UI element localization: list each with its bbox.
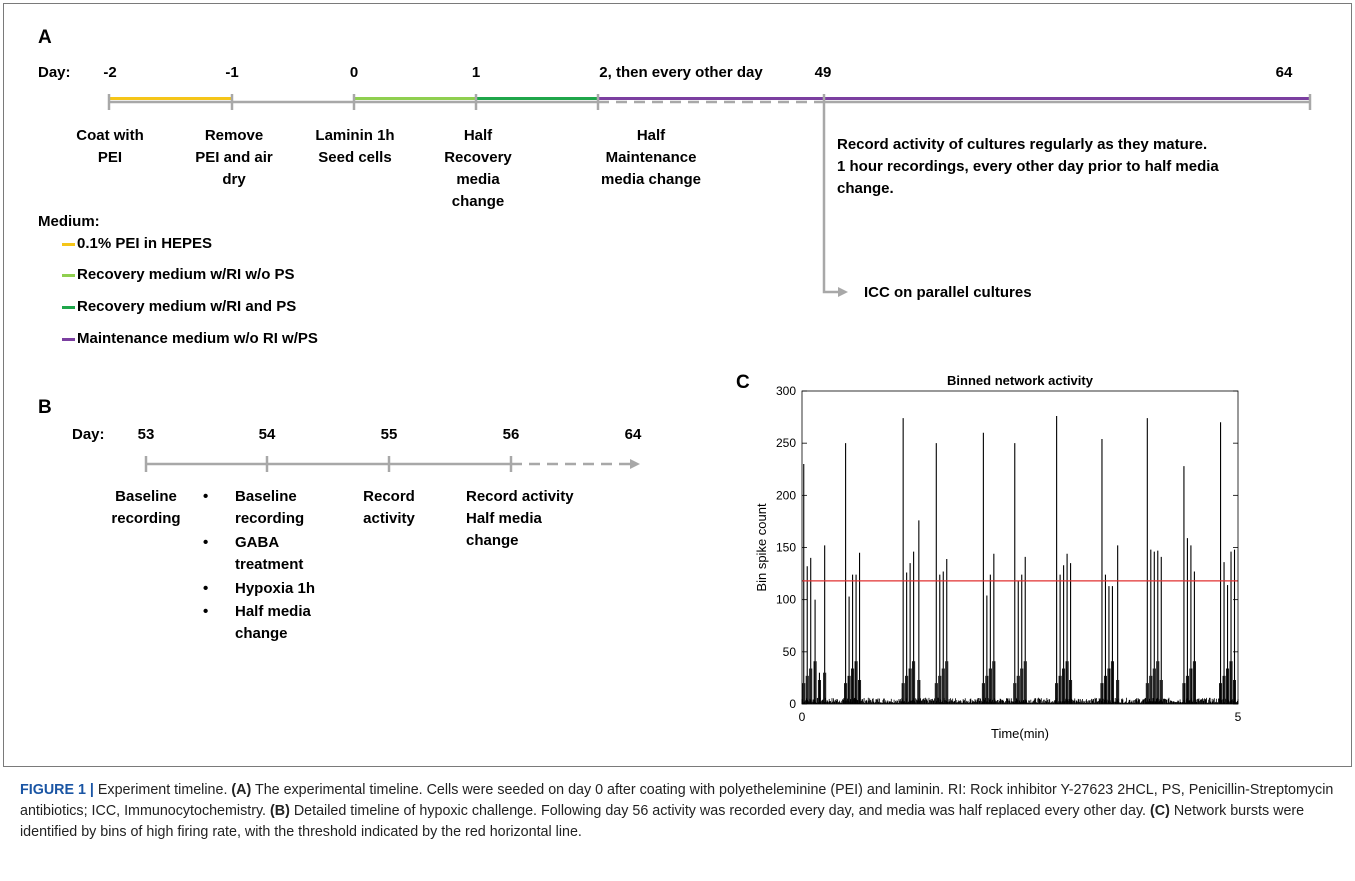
day-marker: -1 bbox=[225, 64, 239, 81]
day-marker: 1 bbox=[471, 64, 481, 81]
legend-swatch bbox=[62, 273, 75, 277]
legend-label: Recovery medium w/RI w/o PS bbox=[77, 266, 295, 283]
medium-title: Medium: bbox=[38, 213, 100, 230]
step-baseline: Baseline recording bbox=[111, 488, 181, 527]
legend-item: 0.1% PEI in HEPES bbox=[62, 233, 212, 255]
step-record-half: Record activity Half media change bbox=[466, 488, 574, 549]
panel-c-letter: C bbox=[736, 372, 750, 393]
x-axis-label: Time(min) bbox=[991, 726, 1049, 741]
icc-connector bbox=[822, 110, 840, 294]
legend-item: Maintenance medium w/o RI w/PS bbox=[62, 328, 318, 350]
bullet-mark: • bbox=[203, 534, 209, 551]
pei-period bbox=[110, 97, 231, 100]
binned-activity-chart: 0 50 100 150 200 250 300 0 5 Binned network acti… bbox=[754, 373, 1242, 741]
step-seed: Laminin 1h Seed cells bbox=[315, 127, 395, 166]
legend-item: Recovery medium w/RI and PS bbox=[62, 296, 296, 318]
caption-tag-b: (B) bbox=[270, 803, 290, 819]
caption-text-c: Network bursts were identified by bins o… bbox=[20, 803, 1305, 840]
day-marker: 0 bbox=[349, 64, 359, 81]
day-marker: 64 bbox=[624, 426, 642, 443]
day-marker: 54 bbox=[258, 426, 276, 443]
y-tick-label: 100 bbox=[776, 593, 796, 607]
legend-label: Maintenance medium w/o RI w/PS bbox=[77, 330, 318, 347]
step-coat: Coat with PEI bbox=[76, 127, 144, 166]
figure-frame bbox=[3, 3, 1352, 767]
caption-tag-a: (A) bbox=[231, 782, 252, 798]
y-tick-label: 250 bbox=[776, 436, 796, 450]
legend-swatch bbox=[62, 305, 75, 309]
y-tick-label: 0 bbox=[789, 697, 796, 711]
figure-caption: FIGURE 1 | Experiment timeline. (A) The … bbox=[20, 780, 1340, 843]
y-tick-label: 200 bbox=[776, 488, 796, 502]
panel-b-day-label: Day: bbox=[72, 426, 105, 443]
panel-a-timeline bbox=[107, 94, 1312, 297]
recovery-ps-period bbox=[476, 97, 598, 100]
day-marker: 55 bbox=[380, 426, 398, 443]
bullet-half-media: Half media change bbox=[235, 603, 311, 642]
day-marker: 56 bbox=[502, 426, 520, 443]
y-axis-label: Bin spike count bbox=[754, 503, 769, 592]
bullet-mark: • bbox=[203, 603, 209, 620]
chart-bars bbox=[801, 416, 1238, 704]
y-tick-label: 150 bbox=[776, 541, 796, 555]
timeline-ticks bbox=[107, 94, 1312, 110]
chart-ticks: 0 50 100 150 200 250 300 0 5 bbox=[776, 384, 1242, 724]
step-remove-pei: Remove PEI and air dry bbox=[195, 127, 273, 188]
step-half-maintenance: Half Maintenance media change bbox=[600, 127, 702, 188]
timeline-arrowhead bbox=[630, 459, 640, 469]
day-marker: 53 bbox=[137, 426, 155, 443]
day-marker: 2, then every other day bbox=[599, 64, 763, 81]
caption-lead: FIGURE 1 | bbox=[20, 782, 94, 798]
bullet-hypoxia: Hypoxia 1h bbox=[235, 580, 316, 597]
bullet-mark: • bbox=[203, 488, 209, 505]
day-marker: -2 bbox=[103, 64, 117, 81]
legend-label: 0.1% PEI in HEPES bbox=[77, 235, 213, 252]
bullet-baseline: Baseline recording bbox=[235, 488, 305, 527]
step-half-recovery: Half Recovery media change bbox=[444, 127, 512, 210]
caption-intro: Experiment timeline. bbox=[93, 782, 232, 798]
x-tick-label: 0 bbox=[799, 710, 806, 724]
recovery-no-ps-period bbox=[355, 97, 475, 100]
bullet-gaba: GABA treatment bbox=[235, 534, 304, 573]
icc-arrowhead bbox=[838, 287, 848, 297]
caption-text-a: The experimental timeline. Cells were se… bbox=[20, 782, 1334, 819]
caption-text-b: Detailed timeline of hypoxic challenge. … bbox=[289, 803, 1150, 819]
plot-area bbox=[801, 390, 1239, 705]
legend-swatch bbox=[62, 242, 75, 246]
y-tick-label: 300 bbox=[776, 384, 796, 398]
panel-b-letter: B bbox=[38, 397, 52, 418]
legend-item: Recovery medium w/RI w/o PS bbox=[62, 264, 295, 286]
chart-title: Binned network activity bbox=[947, 373, 1094, 388]
x-tick-label: 5 bbox=[1235, 710, 1242, 724]
legend-swatch bbox=[62, 337, 75, 341]
bullet-mark: • bbox=[203, 580, 209, 597]
legend-label: Recovery medium w/RI and PS bbox=[77, 298, 297, 315]
day-marker: 64 bbox=[1275, 64, 1293, 81]
panel-a-letter: A bbox=[38, 27, 52, 48]
panel-a-day-label: Day: bbox=[38, 64, 71, 81]
timeline-ticks bbox=[144, 456, 513, 472]
record-note: Record activity of cultures regularly as… bbox=[837, 136, 1219, 197]
caption-tag-c: (C) bbox=[1149, 803, 1170, 819]
day-marker: 49 bbox=[814, 64, 832, 81]
step-record: Record activity bbox=[363, 488, 415, 527]
icc-note: ICC on parallel cultures bbox=[864, 284, 1032, 301]
y-tick-label: 50 bbox=[783, 645, 797, 659]
maintenance-period bbox=[598, 97, 1310, 100]
panel-b-timeline bbox=[144, 456, 640, 472]
